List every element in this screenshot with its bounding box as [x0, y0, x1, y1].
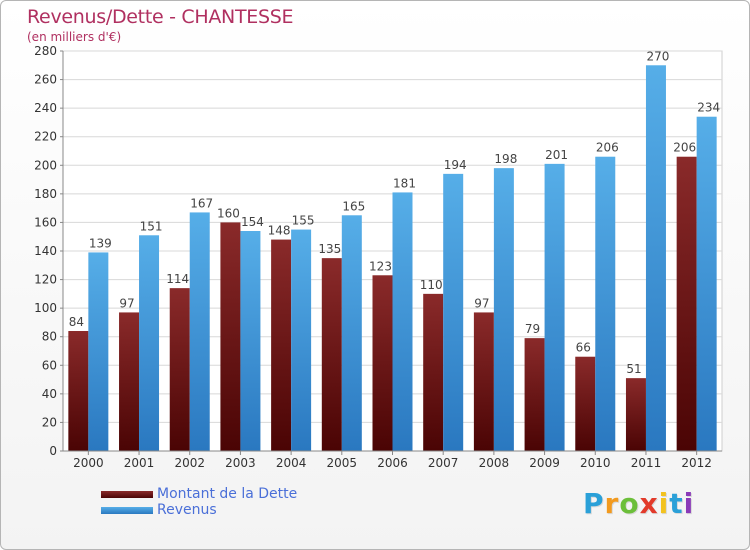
- legend-label-debt: Montant de la Dette: [157, 486, 298, 502]
- bar-dette: [676, 156, 697, 451]
- logo-letter: o: [619, 487, 640, 520]
- logo-letter: P: [583, 487, 605, 520]
- bars: [68, 65, 717, 452]
- chart-subtitle: (en milliers d'€): [27, 30, 122, 44]
- y-tick-label: 140: [34, 244, 57, 258]
- y-tick-label: 240: [34, 101, 57, 115]
- y-tick-label: 260: [34, 73, 57, 87]
- value-label: 114: [166, 272, 189, 286]
- value-label: 194: [444, 158, 467, 172]
- x-tick-label: 2009: [529, 456, 560, 470]
- bar-dette: [524, 338, 545, 451]
- y-tick-label: 80: [42, 330, 57, 344]
- chart-title: Revenus/Dette - CHANTESSE: [27, 6, 294, 28]
- y-tick-label: 100: [34, 301, 57, 315]
- y-tick-label: 20: [42, 415, 57, 429]
- y-tick-label: 160: [34, 215, 57, 229]
- bar-revenus: [544, 163, 565, 451]
- bar-dette: [68, 331, 89, 451]
- bar-revenus: [443, 173, 464, 451]
- axes: 0 20 40 60 80 100 120 140 160 180 200 220 240 260 280 2…: [34, 44, 722, 470]
- legend-label-revenus: Revenus: [157, 502, 217, 518]
- bar-revenus: [341, 215, 362, 451]
- x-tick-label: 2008: [479, 456, 510, 470]
- x-tick-label: 2006: [377, 456, 408, 470]
- value-label: 198: [494, 152, 517, 166]
- bar-revenus: [189, 212, 210, 451]
- bar-dette: [625, 378, 646, 451]
- bar-revenus: [291, 229, 312, 451]
- logo-letter: x: [639, 487, 659, 520]
- x-tick-label: 2010: [580, 456, 611, 470]
- x-tick-label: 2012: [681, 456, 712, 470]
- x-tick-label: 2003: [225, 456, 256, 470]
- value-label: 84: [69, 315, 84, 329]
- bar-revenus: [392, 192, 413, 451]
- value-label: 154: [241, 215, 264, 229]
- y-tick-label: 120: [34, 273, 57, 287]
- legend-swatch-revenus: [101, 507, 153, 514]
- y-tick-label: 0: [49, 444, 57, 458]
- value-label: 206: [596, 141, 619, 155]
- value-label: 148: [268, 224, 291, 238]
- bar-revenus: [645, 65, 666, 452]
- value-label: 66: [576, 341, 591, 355]
- bar-revenus: [493, 168, 514, 451]
- bar-revenus: [88, 252, 109, 451]
- logo-letter: t: [669, 487, 684, 520]
- logo-letter: i: [658, 487, 670, 520]
- x-tick-label: 2000: [73, 456, 104, 470]
- y-tick-label: 180: [34, 187, 57, 201]
- legend-swatch-debt: [101, 491, 153, 498]
- value-label: 151: [140, 219, 163, 233]
- bar-revenus: [240, 231, 261, 451]
- x-tick-label: 2011: [631, 456, 662, 470]
- logo-letter: r: [604, 487, 620, 520]
- value-label: 79: [525, 322, 540, 336]
- x-tick-label: 2004: [276, 456, 307, 470]
- value-label: 234: [697, 101, 720, 115]
- value-label: 160: [217, 206, 240, 220]
- bar-dette: [271, 239, 292, 451]
- value-label: 135: [318, 242, 341, 256]
- value-label: 206: [673, 141, 696, 155]
- bar-dette: [372, 275, 393, 451]
- y-tick-label: 220: [34, 130, 57, 144]
- value-label: 155: [292, 214, 315, 228]
- value-label: 110: [420, 278, 443, 292]
- logo-letter: i: [683, 487, 695, 520]
- x-tick-label: 2007: [428, 456, 459, 470]
- value-label: 165: [342, 199, 365, 213]
- value-label: 181: [393, 176, 416, 190]
- value-label: 97: [119, 296, 134, 310]
- value-label: 167: [190, 196, 213, 210]
- y-tick-label: 200: [34, 158, 57, 172]
- value-label: 270: [647, 49, 670, 63]
- bar-revenus: [595, 156, 616, 451]
- bar-dette: [119, 312, 140, 451]
- value-label: 201: [545, 148, 568, 162]
- value-label: 123: [369, 259, 392, 273]
- bar-dette: [575, 356, 596, 451]
- value-label: 97: [474, 296, 489, 310]
- x-tick-label: 2001: [124, 456, 155, 470]
- y-tick-label: 40: [42, 387, 57, 401]
- bar-dette: [473, 312, 494, 451]
- bar-dette: [220, 222, 241, 451]
- bar-dette: [169, 288, 190, 451]
- value-label: 139: [89, 236, 112, 250]
- bar-revenus: [139, 235, 160, 451]
- x-tick-label: 2002: [174, 456, 205, 470]
- y-tick-label: 60: [42, 358, 57, 372]
- bar-chart: 8413997151114167160154148155135165123181…: [34, 44, 723, 470]
- bar-dette: [423, 293, 444, 451]
- proxiti-logo: Proxiti: [583, 487, 694, 520]
- bar-revenus: [696, 116, 717, 451]
- x-tick-label: 2005: [327, 456, 358, 470]
- bar-dette: [321, 258, 342, 451]
- value-label: 51: [626, 362, 641, 376]
- y-tick-label: 280: [34, 44, 57, 58]
